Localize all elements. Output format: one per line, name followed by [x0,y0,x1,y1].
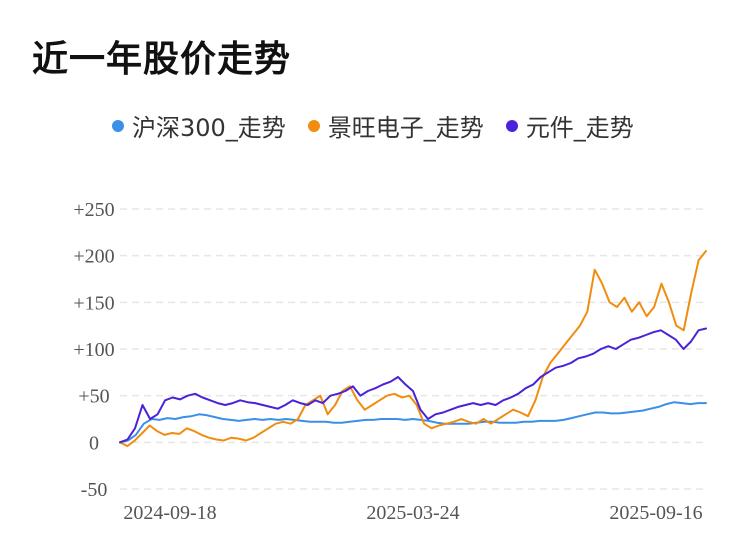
series-line-1[interactable] [119,250,707,448]
chart-series [119,250,707,448]
x-tick-label: 2025-09-16 [609,502,702,524]
legend-item-jingwang[interactable]: 景旺电子_走势 [307,108,484,143]
x-axis-ticks: 2024-09-18 2025-03-24 2025-09-16 [123,502,702,524]
legend-dot-jingwang [307,119,320,132]
y-tick-label: +200 [73,246,114,268]
x-tick-label: 2025-03-24 [366,502,459,524]
series-line-0[interactable] [119,401,707,444]
y-tick-label: +50 [78,386,109,408]
legend-label-yuanjian: 元件_走势 [525,114,634,142]
chart-legend: 沪深300_走势 景旺电子_走势 元件_走势 [112,108,656,143]
x-tick-label: 2024-09-18 [123,502,216,524]
series-line-2[interactable] [119,327,707,444]
y-axis-ticks: +250 +200 +150 +100 +50 0 -50 [73,199,114,501]
legend-item-yuanjian[interactable]: 元件_走势 [505,108,634,143]
y-tick-label: +250 [73,199,114,221]
legend-label-jingwang: 景旺电子_走势 [327,114,484,142]
y-tick-label: 0 [89,432,99,454]
y-tick-label: +150 [73,292,114,314]
chart-title: 近一年股价走势 [32,39,292,80]
y-tick-label: +100 [73,339,114,361]
legend-label-hs300: 沪深300_走势 [132,114,286,142]
legend-dot-yuanjian [505,119,518,132]
chart-grid [120,208,706,490]
legend-dot-hs300 [112,119,124,132]
y-tick-label: -50 [81,479,108,501]
legend-item-hs300[interactable]: 沪深300_走势 [112,108,286,143]
